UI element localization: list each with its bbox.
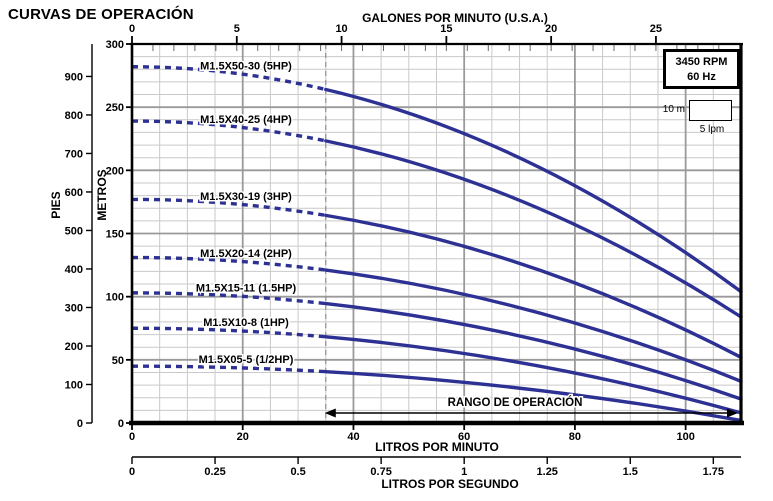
pump-curve-solid (324, 335, 743, 415)
top-axis-tick-label: 15 (440, 23, 452, 35)
pies-tick-label: 900 (65, 71, 83, 83)
pies-tick-label: 300 (65, 302, 83, 314)
metros-tick-label: 200 (106, 165, 124, 177)
left-axis-pies-label: PIES (49, 191, 63, 219)
arrowhead-right (727, 408, 738, 418)
pies-tick-label: 0 (77, 418, 83, 430)
pies-tick-label: 600 (65, 187, 83, 199)
curve-label: M1.5X50-30 (5HP) (200, 61, 292, 73)
pump-curve-solid (324, 369, 743, 423)
arrowhead-left (324, 408, 336, 418)
metros-tick-label: 100 (106, 292, 124, 304)
curve-label: M1.5X20-14 (2HP) (200, 248, 292, 260)
pump-curve-dashed (131, 364, 326, 374)
curve-label: M1.5X15-11 (1.5HP) (196, 283, 297, 295)
curve-label: M1.5X40-25 (4HP) (200, 114, 292, 126)
rpm-frequency-badge: 3450 RPM 60 Hz (663, 49, 740, 89)
lps-tick-label: 1.5 (623, 466, 638, 478)
lps-tick-label: 0 (129, 466, 135, 478)
top-axis-tick-label: 10 (335, 23, 347, 35)
pump-curve-solid (324, 301, 743, 401)
frequency-value: 60 Hz (687, 71, 716, 83)
lps-tick-label: 0.75 (370, 466, 391, 478)
bottom-axis-tick-label: 60 (458, 431, 470, 443)
curve-label: M1.5X05-5 (1/2HP) (199, 354, 294, 366)
top-axis-tick-label: 5 (234, 23, 240, 35)
bottom-axis-tick-label: 20 (237, 431, 249, 443)
grid-scale-horizontal-label: 5 lpm (699, 124, 725, 135)
bottom2-axis-title: LITROS POR SEGUNDO (381, 477, 519, 491)
lps-tick-label: 1.25 (537, 466, 558, 478)
pies-tick-label: 500 (65, 225, 83, 237)
page-title: CURVAS DE OPERACIÓN (8, 6, 194, 23)
pump-curve-dashed (131, 65, 327, 92)
pump-curve-dashed (131, 255, 326, 272)
lps-tick-label: 1 (461, 466, 467, 478)
top-axis-title: GALONES POR MINUTO (U.S.A.) (362, 11, 548, 25)
grid-scale-indicator-box (689, 100, 732, 121)
pump-curve-solid (324, 139, 743, 319)
metros-tick-label: 0 (118, 418, 124, 430)
top-axis-tick-label: 0 (129, 23, 135, 35)
metros-tick-label: 150 (106, 229, 124, 241)
pies-tick-label: 200 (65, 341, 83, 353)
top-axis-tick-label: 20 (545, 23, 557, 35)
pump-curve-dashed (131, 291, 326, 306)
pump-curve-solid (324, 213, 743, 360)
pump-curve-dashed (131, 326, 326, 339)
pump-curve-dashed (131, 119, 327, 143)
pump-curve-solid (324, 268, 743, 384)
rpm-value: 3450 RPM (675, 56, 728, 68)
bottom-axis-tick-label: 100 (676, 431, 694, 443)
metros-tick-label: 250 (106, 102, 124, 114)
pump-curve-dashed (131, 197, 327, 218)
metros-tick-label: 300 (106, 39, 124, 51)
lps-tick-label: 1.75 (703, 466, 724, 478)
lps-tick-label: 0.25 (204, 466, 225, 478)
pies-tick-label: 700 (65, 148, 83, 160)
pies-tick-label: 400 (65, 264, 83, 276)
grid-scale-vertical-label: 10 m (662, 104, 685, 115)
metros-tick-label: 50 (112, 355, 124, 367)
lps-tick-label: 0.5 (290, 466, 305, 478)
curve-label: M1.5X10-8 (1HP) (203, 317, 289, 329)
curve-label: M1.5X30-19 (3HP) (200, 191, 292, 203)
bottom-axis-tick-label: 0 (129, 431, 135, 443)
operation-range-label: RANGO DE OPERACIÓN (448, 396, 583, 409)
pump-curve-solid (324, 87, 743, 294)
bottom-axis-tick-label: 40 (347, 431, 359, 443)
left-axis-metros-label: METROS (95, 169, 109, 221)
pies-tick-label: 800 (65, 110, 83, 122)
bottom-axis-title: LITROS POR MINUTO (375, 440, 499, 454)
pies-tick-label: 100 (65, 379, 83, 391)
top-axis-tick-label: 25 (650, 23, 662, 35)
bottom-axis-tick-label: 80 (569, 431, 581, 443)
